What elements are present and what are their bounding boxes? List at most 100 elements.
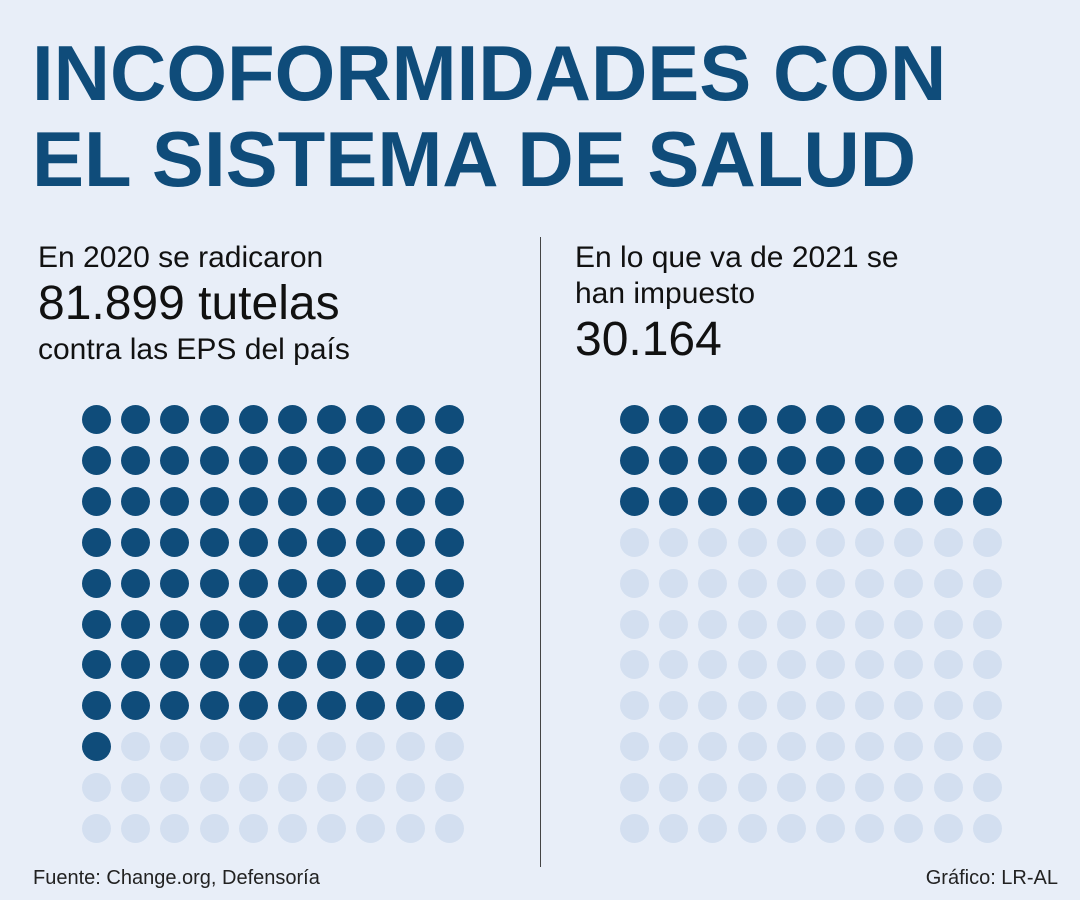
filled-dot — [659, 405, 689, 434]
filled-dot — [160, 650, 190, 680]
empty-dot — [620, 814, 649, 843]
filled-dot — [278, 568, 307, 598]
filled-dot — [121, 650, 151, 680]
empty-dot — [620, 609, 649, 639]
filled-dot — [434, 527, 464, 557]
filled-dot — [395, 445, 425, 475]
filled-dot — [121, 568, 151, 598]
empty-dot — [160, 773, 190, 803]
title-line-1: INCOFORMIDADES CON — [32, 29, 947, 117]
empty-dot — [737, 609, 767, 639]
filled-dot — [434, 609, 464, 639]
empty-dot — [659, 609, 689, 639]
filled-dot — [620, 405, 649, 434]
panel-divider — [540, 237, 541, 867]
empty-dot — [816, 650, 845, 680]
empty-dot — [972, 773, 1002, 803]
empty-dot — [199, 814, 229, 843]
empty-dot — [659, 814, 689, 843]
filled-dot — [317, 609, 347, 639]
empty-dot — [737, 568, 767, 598]
filled-dot — [121, 486, 151, 516]
filled-dot — [933, 405, 963, 434]
filled-dot — [160, 527, 190, 557]
empty-dot — [933, 814, 963, 843]
empty-dot — [855, 650, 885, 680]
filled-dot — [82, 691, 111, 721]
filled-dot — [121, 445, 151, 475]
empty-dot — [620, 691, 649, 721]
filled-dot — [356, 527, 386, 557]
empty-dot — [698, 609, 728, 639]
empty-dot — [816, 691, 845, 721]
title-line-2: EL SISTEMA DE SALUD — [32, 115, 917, 203]
filled-dot — [199, 650, 229, 680]
filled-dot — [434, 445, 464, 475]
filled-dot — [894, 445, 924, 475]
filled-dot — [238, 486, 268, 516]
empty-dot — [698, 691, 728, 721]
filled-dot — [776, 486, 806, 516]
empty-dot — [894, 650, 924, 680]
filled-dot — [356, 568, 386, 598]
empty-dot — [278, 773, 307, 803]
empty-dot — [82, 814, 111, 843]
filled-dot — [160, 445, 190, 475]
empty-dot — [395, 773, 425, 803]
empty-dot — [855, 814, 885, 843]
filled-dot — [894, 486, 924, 516]
filled-dot — [434, 405, 464, 434]
empty-dot — [933, 609, 963, 639]
empty-dot — [737, 773, 767, 803]
filled-dot — [933, 486, 963, 516]
empty-dot — [121, 814, 151, 843]
filled-dot — [199, 486, 229, 516]
filled-dot — [395, 568, 425, 598]
filled-dot — [776, 445, 806, 475]
filled-dot — [82, 405, 111, 434]
filled-dot — [82, 650, 111, 680]
filled-dot — [238, 405, 268, 434]
filled-dot — [776, 405, 806, 434]
empty-dot — [855, 691, 885, 721]
empty-dot — [816, 773, 845, 803]
page-title: INCOFORMIDADES CON EL SISTEMA DE SALUD — [32, 30, 1072, 202]
left-panel-text: En 2020 se radicaron 81.899 tutelas cont… — [38, 240, 518, 368]
empty-dot — [238, 814, 268, 843]
filled-dot — [238, 650, 268, 680]
empty-dot — [737, 814, 767, 843]
empty-dot — [737, 732, 767, 762]
empty-dot — [972, 527, 1002, 557]
left-highlight-number: 81.899 tutelas — [38, 277, 340, 330]
filled-dot — [121, 609, 151, 639]
filled-dot — [82, 568, 111, 598]
empty-dot — [356, 814, 386, 843]
filled-dot — [434, 486, 464, 516]
empty-dot — [659, 650, 689, 680]
empty-dot — [659, 527, 689, 557]
empty-dot — [894, 773, 924, 803]
graphic-credit: Gráfico: LR-AL — [925, 867, 1058, 889]
filled-dot — [317, 445, 347, 475]
empty-dot — [816, 732, 845, 762]
empty-dot — [894, 609, 924, 639]
empty-dot — [776, 609, 806, 639]
filled-dot — [434, 650, 464, 680]
empty-dot — [199, 773, 229, 803]
empty-dot — [356, 732, 386, 762]
filled-dot — [659, 486, 689, 516]
filled-dot — [972, 445, 1002, 475]
empty-dot — [698, 732, 728, 762]
filled-dot — [82, 527, 111, 557]
empty-dot — [698, 650, 728, 680]
empty-dot — [434, 732, 464, 762]
filled-dot — [356, 405, 386, 434]
empty-dot — [816, 814, 845, 843]
empty-dot — [659, 773, 689, 803]
empty-dot — [855, 568, 885, 598]
empty-dot — [816, 527, 845, 557]
empty-dot — [972, 568, 1002, 598]
empty-dot — [894, 732, 924, 762]
filled-dot — [199, 609, 229, 639]
filled-dot — [121, 527, 151, 557]
